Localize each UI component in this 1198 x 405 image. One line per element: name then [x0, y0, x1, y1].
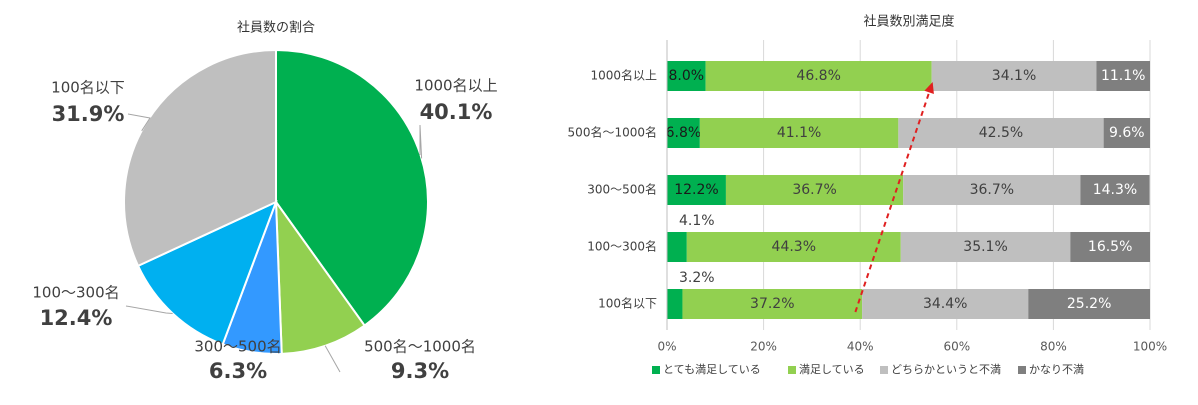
pie-leader-line	[127, 113, 151, 132]
y-category-label: 100名以下	[598, 296, 657, 311]
y-category-label: 100～300名	[587, 239, 657, 254]
bar-segment	[898, 118, 1104, 148]
legend-swatch	[1018, 366, 1026, 374]
pie-chart: 社員数の割合 1000名以上 40.1% 500名～1000名 9.3% 300～500名…	[32, 20, 497, 384]
bar-data-label: 4.1%	[679, 213, 715, 229]
bar-segment	[900, 232, 1071, 262]
bar-segment	[667, 175, 726, 205]
pie-slice-value: 12.4%	[40, 306, 113, 330]
bar-data-label: 36.7%	[970, 182, 1014, 198]
bar-segment	[1096, 61, 1150, 91]
bar-title: 社員数別満足度	[863, 14, 954, 30]
bar-segment	[682, 289, 863, 319]
legend-swatch	[652, 366, 660, 374]
pie-slice	[136, 200, 278, 346]
bar-data-label: 6.8%	[666, 125, 702, 141]
pie-title: 社員数の割合	[237, 20, 315, 36]
pie-slice-label: 500名～1000名	[364, 338, 476, 356]
bar-data-label: 37.2%	[750, 296, 794, 312]
bar-segment	[1080, 175, 1150, 205]
legend-label: かなり不満	[1029, 363, 1084, 376]
bar-data-label: 9.6%	[1109, 125, 1145, 141]
bar-data-label: 8.0%	[669, 68, 705, 84]
x-tick-label: 60%	[943, 340, 970, 354]
pie-leader-line	[324, 345, 341, 373]
y-category-label: 300～500名	[587, 182, 657, 197]
bar-data-label: 25.2%	[1067, 296, 1111, 312]
pie-slice	[123, 48, 277, 268]
bar-data-label: 34.4%	[923, 296, 967, 312]
x-tick-label: 0%	[657, 340, 676, 354]
pie-leader-line	[419, 124, 423, 159]
bar-data-label: 42.5%	[979, 125, 1023, 141]
pie-slice	[274, 198, 366, 355]
pie-slice-label: 1000名以上	[414, 77, 497, 95]
legend-label: とても満足している	[663, 363, 761, 376]
pie-slice-label: 100～300名	[32, 284, 119, 302]
bar-segment	[1028, 289, 1150, 319]
bar-segment	[667, 289, 683, 319]
bar-data-label: 16.5%	[1088, 239, 1132, 255]
bar-segment	[686, 232, 901, 262]
pie-slice-label: 100名以下	[51, 79, 125, 97]
y-category-label: 500名～1000名	[568, 125, 657, 140]
bar-data-label: 36.7%	[792, 182, 836, 198]
pie-slice-label: 300～500名	[194, 338, 281, 356]
bar-segment	[1103, 118, 1150, 148]
stacked-bar-chart: 社員数別満足度 0% 20% 40% 60% 80% 100% 1000名以上 8.0% 46.8…	[568, 14, 1168, 377]
y-category-label: 1000名以上	[590, 68, 657, 83]
x-tick-label: 40%	[847, 340, 874, 354]
pie-leader-line	[125, 305, 173, 314]
bar-data-label: 12.2%	[674, 182, 718, 198]
bar-segment	[705, 61, 932, 91]
bar-data-label: 35.1%	[963, 239, 1007, 255]
bar-data-label: 3.2%	[679, 270, 715, 286]
legend-label: 満足している	[799, 363, 865, 376]
bar-segment	[699, 118, 899, 148]
bar-segment	[667, 61, 706, 91]
bar-data-label: 34.1%	[992, 68, 1036, 84]
bar-data-label: 46.8%	[796, 68, 840, 84]
bar-segment	[667, 232, 687, 262]
legend-swatch	[788, 366, 796, 374]
x-tick-label: 100%	[1133, 340, 1167, 354]
bar-segment	[725, 175, 904, 205]
pie-slice-value: 9.3%	[391, 359, 449, 383]
legend-label: どちらかというと不満	[891, 363, 1001, 376]
bar-segment	[903, 175, 1081, 205]
bar-data-label: 11.1%	[1101, 68, 1145, 84]
trend-arrow-line	[854, 81, 934, 313]
trend-arrow-head	[924, 82, 934, 94]
bar-data-label: 41.1%	[777, 125, 821, 141]
legend-swatch	[880, 366, 888, 374]
pie-slice-value: 6.3%	[209, 359, 267, 383]
bar-data-label: 14.3%	[1093, 182, 1137, 198]
bar-data-label: 44.3%	[772, 239, 816, 255]
bar-segment	[667, 118, 700, 148]
bar-segment	[931, 61, 1097, 91]
pie-slice-value: 31.9%	[52, 102, 125, 126]
pie-slice-value: 40.1%	[420, 100, 493, 124]
x-tick-label: 80%	[1040, 340, 1067, 354]
x-tick-label: 20%	[750, 340, 777, 354]
bar-segment	[862, 289, 1029, 319]
pie-slice	[275, 48, 429, 327]
bar-segment	[1070, 232, 1150, 262]
